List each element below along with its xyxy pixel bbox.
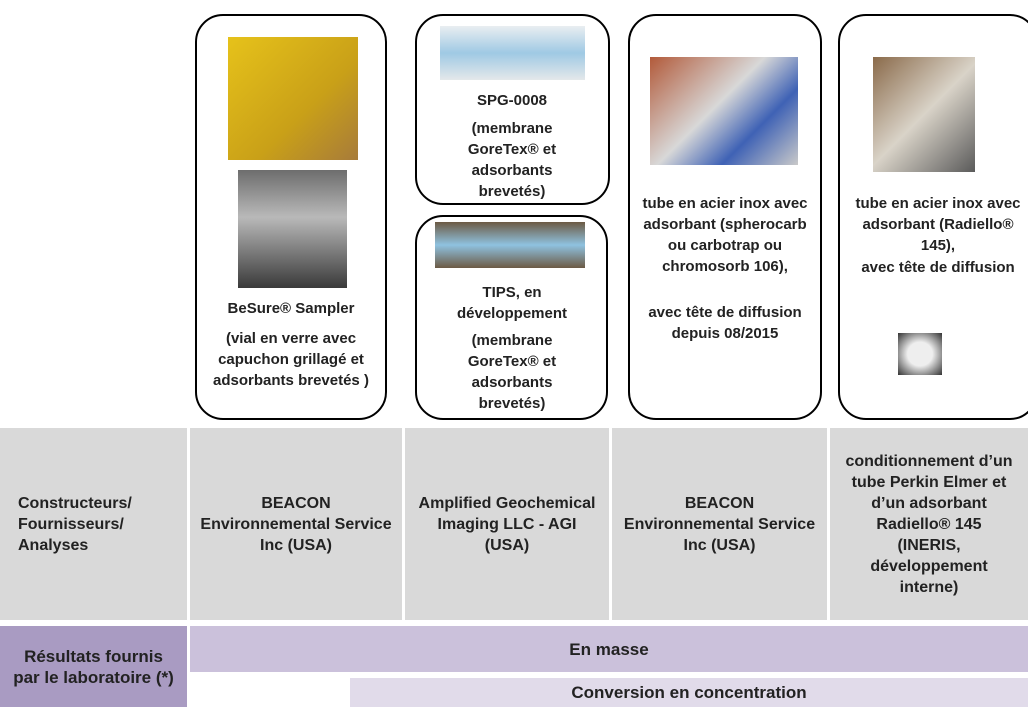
photo bbox=[435, 222, 585, 268]
result-bar: En masse bbox=[190, 626, 1028, 672]
photo bbox=[898, 333, 942, 375]
sampler-note: avec tête de diffusion bbox=[861, 259, 1015, 276]
sampler-description: tube en acier inox avec adsorbant (spher… bbox=[642, 195, 808, 275]
sampler-description: (membrane GoreTex® et adsorbants breveté… bbox=[467, 120, 557, 200]
sampler-description: (vial en verre avec capuchon grillagé et… bbox=[213, 330, 369, 389]
sampler-note: avec tête de diffusion depuis 08/2015 bbox=[648, 304, 802, 342]
photo bbox=[440, 26, 585, 80]
photo bbox=[873, 57, 975, 172]
supplier: BEACON Environnemental Service Inc (USA) bbox=[612, 428, 827, 620]
photo bbox=[650, 57, 798, 165]
sampler-name: BeSure® Sampler bbox=[227, 300, 355, 317]
supplier: conditionnement d’un tube Perkin Elmer e… bbox=[830, 428, 1028, 620]
sampler-box bbox=[415, 14, 610, 205]
photo bbox=[238, 170, 347, 288]
row-label: Résultats fournis par le laboratoire (*) bbox=[0, 626, 187, 707]
sampler-description: (membrane GoreTex® et adsorbants breveté… bbox=[467, 332, 557, 412]
supplier: Amplified Geochemical Imaging LLC - AGI … bbox=[405, 428, 609, 620]
row-label: Constructeurs/ Fournisseurs/ Analyses bbox=[0, 428, 187, 620]
sampler-name: TIPS, en développement bbox=[456, 284, 568, 322]
result-bar: Conversion en concentration bbox=[350, 678, 1028, 707]
sampler-box bbox=[415, 215, 608, 420]
sampler-box bbox=[628, 14, 822, 420]
sampler-box bbox=[838, 14, 1028, 420]
sampler-box bbox=[195, 14, 387, 420]
sampler-description: tube en acier inox avec adsorbant (Radie… bbox=[855, 195, 1021, 254]
sampler-name: SPG-0008 bbox=[476, 92, 548, 109]
photo bbox=[228, 37, 358, 160]
supplier: BEACON Environnemental Service Inc (USA) bbox=[190, 428, 402, 620]
